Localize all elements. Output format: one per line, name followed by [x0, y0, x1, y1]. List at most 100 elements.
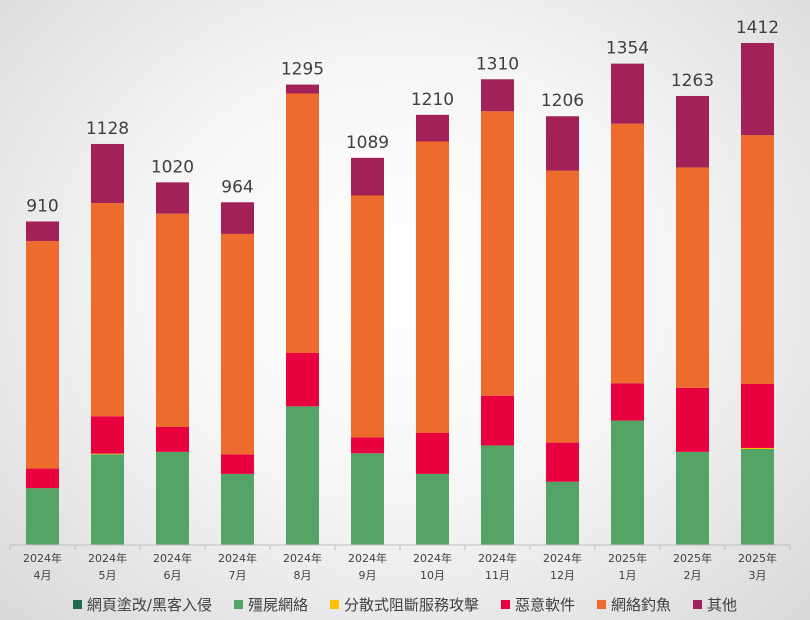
bar-segment-4-8 [546, 170, 579, 443]
total-label: 1310 [476, 54, 519, 74]
bar-segment-3-3 [221, 454, 254, 474]
bar-segment-1-10 [676, 451, 709, 545]
category-label: 1月 [619, 569, 637, 582]
legend-label: 殭屍網絡 [247, 596, 308, 614]
bar-segment-3-7 [481, 395, 514, 446]
category-label: 5月 [99, 569, 117, 582]
category-label: 2024年 [218, 551, 257, 565]
bar-segment-4-10 [676, 167, 709, 388]
bar-segment-1-5 [351, 453, 384, 545]
bar-segment-1-3 [221, 473, 254, 545]
total-label: 1210 [411, 90, 454, 110]
bar-segment-2-11 [741, 447, 774, 450]
category-label: 2月 [684, 569, 702, 582]
bar-segment-5-6 [416, 114, 449, 142]
stacked-bar-chart: 910 1128 1020 964 1295 1089 1210 1310 1206 1354 12… [9, 18, 791, 582]
bar-segment-4-5 [351, 195, 384, 438]
bar-segment-1-11 [741, 449, 774, 545]
bar-segment-3-4 [286, 353, 319, 407]
bar-segment-5-9 [611, 63, 644, 124]
bar-segment-2-1 [91, 453, 124, 455]
bar-segment-3-11 [741, 383, 774, 448]
bar-segment-3-0 [26, 468, 59, 489]
bar-segment-1-7 [481, 445, 514, 545]
category-label: 2024年 [543, 551, 582, 565]
legend-item: 網絡釣魚 [597, 594, 671, 615]
bars-layer [26, 43, 774, 545]
category-label: 2025年 [608, 551, 647, 565]
total-label: 1412 [736, 18, 779, 38]
bar-segment-5-0 [26, 221, 59, 242]
category-label: 2025年 [673, 551, 712, 565]
category-label: 2024年 [348, 551, 387, 565]
bar-segment-1-9 [611, 420, 644, 545]
legend-swatch [597, 600, 607, 609]
total-label: 1295 [281, 60, 324, 80]
bar-segment-3-1 [91, 416, 124, 454]
category-label: 10月 [420, 569, 445, 582]
bar-segment-4-0 [26, 241, 59, 469]
bar-segment-1-4 [286, 406, 319, 545]
bar-segment-5-5 [351, 157, 384, 196]
bar-segment-4-6 [416, 141, 449, 434]
category-label: 3月 [749, 569, 767, 582]
bar-segment-5-11 [741, 43, 774, 136]
bar-segment-4-7 [481, 111, 514, 396]
legend-item: 其他 [693, 594, 737, 615]
bar-segment-5-4 [286, 84, 319, 94]
category-label: 4月 [34, 569, 52, 582]
category-label: 2025年 [738, 551, 777, 565]
total-label: 910 [26, 196, 58, 216]
category-label: 2024年 [283, 551, 322, 565]
bar-segment-3-9 [611, 383, 644, 421]
category-label: 6月 [164, 569, 182, 582]
category-label: 12月 [550, 569, 575, 582]
legend-swatch [330, 600, 339, 609]
bar-segment-1-0 [26, 488, 59, 545]
category-label: 7月 [229, 569, 247, 582]
bar-segment-1-1 [91, 454, 124, 545]
bar-segment-5-3 [221, 202, 254, 234]
legend-label: 分散式阻斷服務攻擊 [344, 596, 480, 614]
bar-segment-5-8 [546, 116, 579, 171]
total-label: 1263 [671, 71, 714, 91]
legend-item: 殭屍網絡 [233, 594, 308, 615]
bar-segment-3-5 [351, 437, 384, 454]
category-label: 2024年 [413, 551, 452, 565]
bar-segment-5-1 [91, 143, 124, 203]
total-label: 1089 [346, 133, 389, 153]
category-label: 2024年 [478, 551, 517, 565]
bar-segment-5-10 [676, 95, 709, 168]
total-label: 964 [221, 177, 253, 197]
legend: 網頁塗改/黑客入侵 殭屍網絡 分散式阻斷服務攻擊 惡意軟件 網絡釣魚 其他 [0, 594, 810, 615]
bar-segment-1-8 [546, 481, 579, 545]
legend-item: 網頁塗改/黑客入侵 [72, 594, 212, 615]
legend-swatch [501, 600, 511, 609]
category-label: 9月 [359, 569, 377, 582]
bar-segment-4-9 [611, 123, 644, 384]
category-label: 2024年 [88, 551, 127, 565]
bar-segment-4-4 [286, 93, 319, 354]
category-labels-layer: 2024年 4月 2024年 5月 2024年 6月 2024年 7月 2024年 8月 2024年… [23, 551, 777, 582]
bar-segment-4-2 [156, 213, 189, 427]
legend-label: 網絡釣魚 [611, 596, 672, 614]
category-label: 2024年 [23, 551, 62, 565]
bar-segment-4-1 [91, 202, 124, 417]
total-label: 1128 [86, 119, 129, 139]
bar-segment-3-2 [156, 426, 189, 452]
legend-swatch [693, 600, 703, 609]
category-label: 2024年 [153, 551, 192, 565]
bar-segment-1-2 [156, 451, 189, 545]
category-label: 8月 [294, 569, 312, 582]
bar-segment-4-11 [741, 135, 774, 384]
legend-label: 惡意軟件 [515, 596, 576, 614]
legend-swatch [72, 600, 82, 609]
bar-segment-1-6 [416, 473, 449, 545]
bar-segment-3-8 [546, 442, 579, 482]
legend-label: 其他 [707, 596, 738, 614]
bar-segment-5-2 [156, 182, 189, 214]
legend-swatch [233, 600, 243, 609]
x-ticks-layer [9, 545, 791, 550]
legend-item: 分散式阻斷服務攻擊 [330, 594, 479, 615]
legend-item: 惡意軟件 [501, 594, 575, 615]
